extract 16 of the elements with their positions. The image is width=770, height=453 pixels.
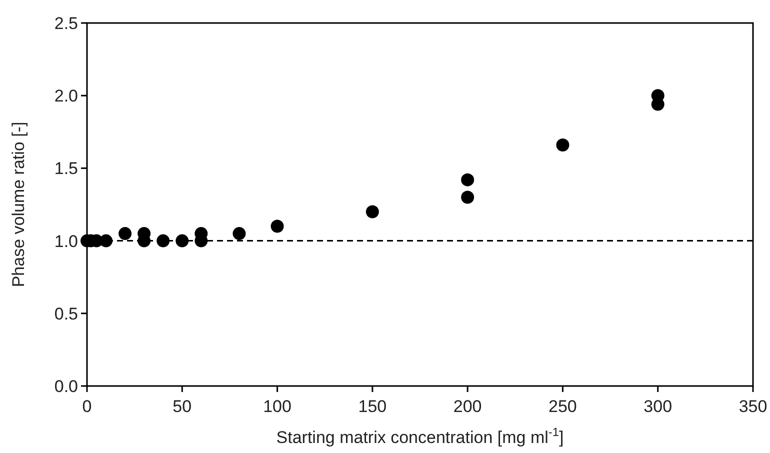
x-tick-label: 0 xyxy=(82,397,92,416)
y-tick-label: 0.0 xyxy=(54,376,78,396)
x-tick-label: 300 xyxy=(644,397,672,416)
x-tick-label: 250 xyxy=(548,397,577,416)
y-axis-title: Phase volume ratio [-] xyxy=(9,122,28,288)
x-tick-label: 100 xyxy=(263,397,292,416)
y-tick-label: 2.5 xyxy=(54,14,78,33)
y-tick-label: 0.5 xyxy=(54,304,78,324)
y-tick-label: 2.0 xyxy=(54,86,78,106)
y-tick-label: 1.0 xyxy=(54,232,78,251)
x-tick-label: 350 xyxy=(738,397,768,416)
x-tick-label: 50 xyxy=(172,397,192,416)
x-axis-title: Starting matrix concentration [mg ml$^{-1}$] xyxy=(276,425,564,447)
x-tick-label: 150 xyxy=(358,397,387,416)
y-tick-label: 1.5 xyxy=(54,159,78,178)
x-tick-label: 200 xyxy=(453,397,482,416)
